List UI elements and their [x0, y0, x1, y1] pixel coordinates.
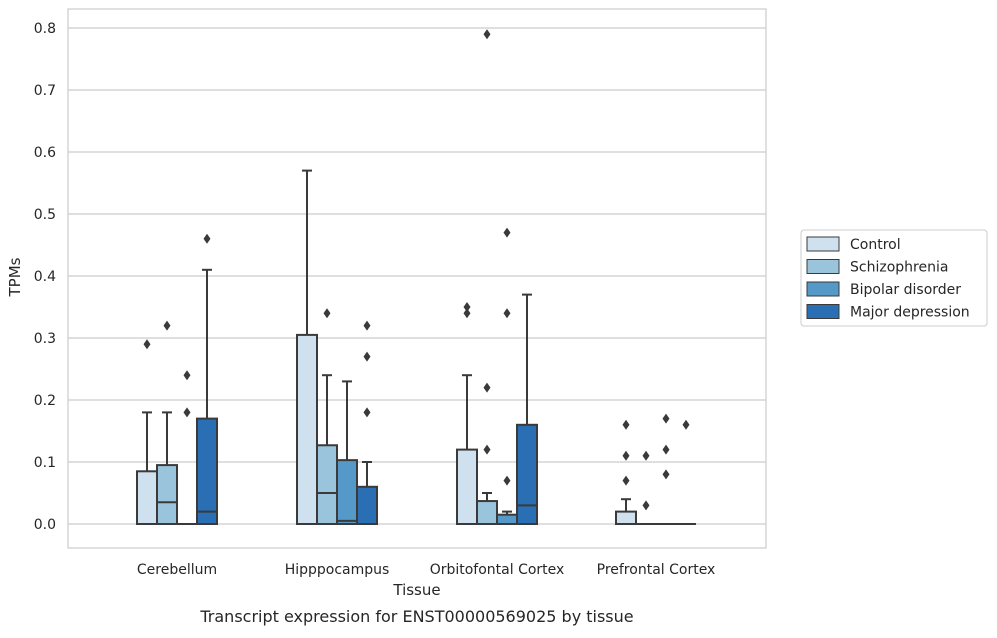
outlier-point: [363, 407, 371, 418]
outlier-point: [463, 302, 471, 312]
box-body: [316, 444, 338, 526]
box-control: [456, 302, 478, 526]
x-tick-label: Cerebellum: [137, 562, 217, 578]
y-tick-label: 0.8: [34, 21, 56, 37]
box-body: [496, 513, 518, 526]
legend: Control Schizophrenia Bipolar disorder Majo…: [800, 229, 988, 327]
box-schizophrenia: [636, 450, 656, 525]
plot-area: [67, 8, 767, 549]
box-body: [516, 423, 538, 525]
outlier-point: [503, 475, 511, 486]
y-tick-label: 0.4: [34, 269, 56, 285]
outlier-point: [143, 339, 151, 350]
box-body: [336, 459, 358, 526]
legend-swatch: [806, 259, 840, 274]
y-tick-label: 0.5: [34, 207, 56, 223]
box-major-depression: [356, 320, 378, 525]
box-body: [476, 500, 498, 525]
box-bipolar-disorder: [656, 413, 676, 525]
box-body: [296, 333, 318, 525]
legend-label: Major depression: [850, 305, 970, 321]
legend-swatch: [806, 281, 840, 297]
box-groups: [136, 29, 696, 526]
box-body: [356, 485, 378, 525]
outlier-point: [363, 351, 371, 362]
legend-label: Schizophrenia: [850, 260, 948, 276]
outlier-point: [622, 419, 630, 430]
x-axis-label: Tissue: [392, 581, 440, 599]
box-schizophrenia: [476, 29, 498, 525]
outlier-point: [622, 475, 630, 486]
outlier-point: [503, 308, 511, 319]
x-tick-label: Hipppocampus: [285, 562, 390, 578]
outlier-point: [662, 413, 670, 424]
box-body: [615, 510, 637, 526]
outlier-point: [463, 308, 471, 319]
outlier-point: [363, 320, 371, 331]
y-tick-labels: 0.0 0.1 0.2 0.3 0.4 0.5 0.6 0.7 0.8: [34, 21, 56, 533]
legend-swatch: [806, 236, 840, 252]
x-tick-labels: Cerebellum Hipppocampus Orbitofontal Corte…: [137, 562, 715, 578]
box-bipolar-disorder: [336, 380, 358, 526]
x-tick-label: Prefrontal Cortex: [597, 562, 716, 578]
outlier-point: [622, 450, 630, 461]
grid-lines: [68, 27, 766, 525]
y-axis-label: TPMs: [6, 257, 24, 297]
outlier-point: [323, 308, 331, 319]
outlier-point: [662, 444, 670, 455]
box-body: [456, 448, 478, 526]
box-control: [136, 339, 158, 525]
box-body: [196, 417, 218, 526]
y-tick-label: 0.2: [34, 393, 56, 409]
outlier-point: [163, 320, 171, 331]
y-tick-label: 0.6: [34, 145, 56, 161]
outlier-point: [642, 450, 650, 461]
box-control: [615, 419, 637, 526]
box-schizophrenia: [156, 320, 178, 526]
box-major-depression: [196, 233, 218, 526]
outlier-point: [203, 233, 211, 244]
legend-label: Bipolar disorder: [850, 282, 961, 298]
chart-caption: Transcript expression for ENST0000056902…: [199, 607, 633, 626]
y-tick-label: 0.0: [34, 517, 56, 533]
outlier-point: [503, 227, 511, 238]
outlier-point: [483, 444, 491, 455]
box-control: [296, 169, 318, 525]
outlier-point: [642, 500, 650, 511]
outlier-point: [483, 382, 491, 393]
outlier-point: [483, 29, 491, 40]
box-major-depression: [516, 293, 538, 525]
box-bipolar-disorder: [496, 227, 518, 526]
legend-swatch: [806, 304, 840, 319]
outlier-point: [183, 407, 191, 418]
outlier-point: [183, 370, 191, 381]
box-bipolar-disorder: [177, 370, 197, 525]
y-tick-label: 0.1: [34, 455, 56, 471]
box-schizophrenia: [316, 308, 338, 526]
legend-label: Control: [850, 237, 901, 253]
y-tick-label: 0.3: [34, 331, 56, 347]
outlier-point: [682, 419, 690, 430]
box-body: [136, 470, 158, 525]
box-major-depression: [676, 419, 696, 525]
legend-frame: [800, 229, 988, 327]
box-body: [156, 464, 178, 526]
outlier-point: [662, 469, 670, 480]
y-tick-label: 0.7: [34, 83, 56, 99]
x-tick-label: Orbitofontal Cortex: [430, 562, 565, 578]
